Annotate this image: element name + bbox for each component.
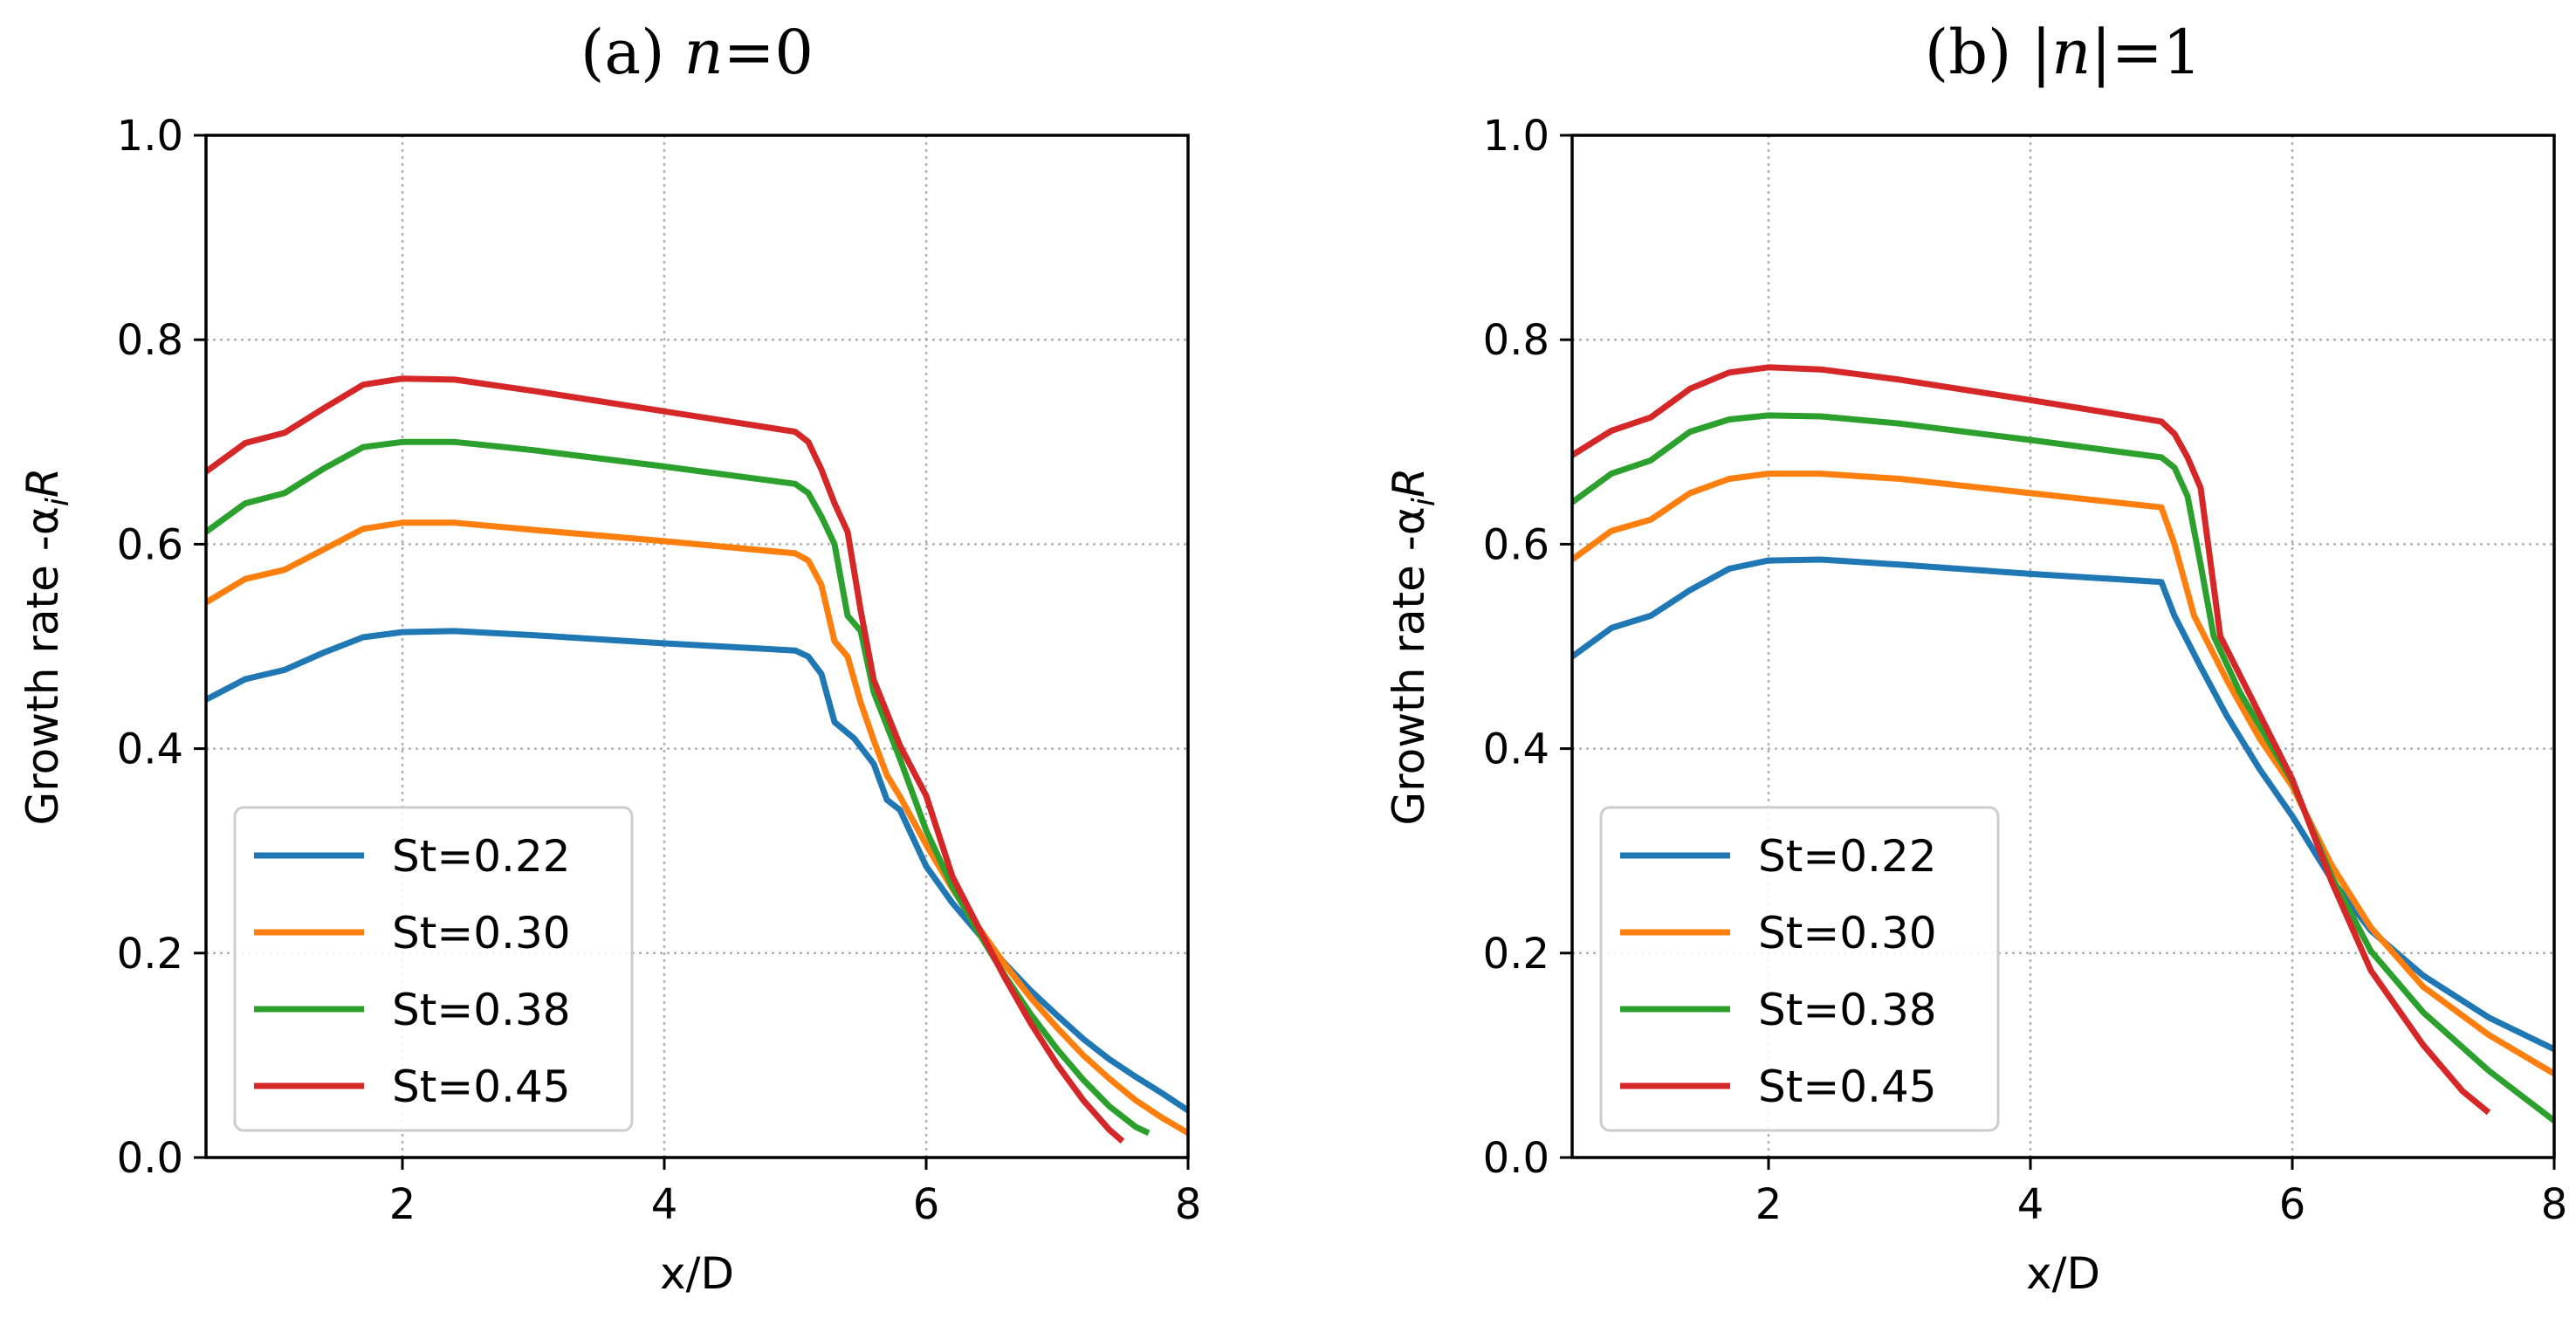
- x-tick-label: 8: [1175, 1180, 1202, 1229]
- y-axis-label-var: R: [1384, 467, 1434, 498]
- panel-a: 2 4 6 8 0.0 0.2 0.4 0.6 0.8 1.0 x/D Growth rate -αi…: [17, 17, 1201, 1299]
- x-tick-label: 4: [651, 1180, 678, 1229]
- panel-title-prefix: (a): [580, 17, 684, 88]
- panel-title: (b) |n|=1: [1925, 17, 2202, 88]
- series-line-st-0-45: [206, 375, 1125, 1144]
- y-tick-label: 1.0: [1483, 112, 1549, 161]
- y-axis-label-subscript: i: [40, 498, 76, 506]
- panel-title-var: |n|: [2031, 17, 2112, 88]
- x-axis-label: x/D: [2026, 1248, 2100, 1299]
- y-tick-label: 0.2: [1483, 930, 1549, 979]
- plot-frame: [1570, 134, 2556, 1159]
- series-line-st-0-45: [1572, 364, 2491, 1116]
- y-axis-label-main: Growth rate -α: [1384, 506, 1434, 825]
- panel-title: (a) n=0: [580, 17, 814, 88]
- x-tick-label: 6: [2279, 1180, 2306, 1229]
- x-tick-label: 8: [2541, 1180, 2568, 1229]
- panel-title-var: n: [684, 17, 724, 88]
- series-line-st-0-30: [1572, 471, 2554, 1077]
- panel-b: 2 4 6 8 0.0 0.2 0.4 0.6 0.8 1.0 x/D Growth rate -αi…: [1384, 17, 2567, 1299]
- legend-label: St=0.30: [1758, 908, 1937, 958]
- y-tick-label: 0.0: [1483, 1134, 1549, 1183]
- x-tick-label: 4: [2017, 1180, 2044, 1229]
- legend: St=0.22 St=0.30 St=0.38 St=0.45: [233, 806, 634, 1132]
- legend-label: St=0.38: [392, 985, 571, 1035]
- x-axis-label: x/D: [660, 1248, 734, 1299]
- series-line-st-0-22: [206, 628, 1188, 1114]
- y-tick-label: 0.8: [117, 316, 183, 365]
- y-tick-label: 0.0: [117, 1134, 183, 1183]
- y-tick-label: 0.6: [117, 520, 183, 569]
- y-axis-label: Growth rate -αiR: [1384, 467, 1442, 825]
- legend-label: St=0.22: [1758, 831, 1937, 882]
- y-tick-label: 0.4: [1483, 725, 1549, 774]
- y-tick-label: 0.6: [1483, 520, 1549, 569]
- series-group: [206, 375, 1188, 1144]
- y-axis-label-main: Growth rate -α: [17, 506, 68, 825]
- legend: St=0.22 St=0.30 St=0.38 St=0.45: [1599, 806, 2000, 1132]
- series-line-st-0-30: [206, 519, 1188, 1136]
- x-tick-label: 2: [389, 1180, 416, 1229]
- legend-label: St=0.45: [1758, 1061, 1937, 1112]
- legend-box: [233, 806, 634, 1132]
- y-tick-label: 1.0: [117, 112, 183, 161]
- legend-box: [1599, 806, 2000, 1132]
- series-line-st-0-38: [206, 438, 1151, 1137]
- series-line-st-0-38: [1572, 412, 2554, 1123]
- legend-label: St=0.22: [392, 831, 571, 882]
- y-tick-label: 0.8: [1483, 316, 1549, 365]
- x-tick-label: 6: [913, 1180, 940, 1229]
- series-group: [1572, 364, 2554, 1123]
- y-axis-label: Growth rate -αiR: [17, 467, 76, 825]
- panel-title-suffix: =0: [724, 17, 814, 88]
- y-axis-label-var: R: [17, 467, 68, 498]
- legend-label: St=0.45: [392, 1061, 571, 1112]
- legend-label: St=0.30: [392, 908, 571, 958]
- panel-title-suffix: =1: [2112, 17, 2202, 88]
- y-tick-label: 0.2: [117, 930, 183, 979]
- plot-frame: [204, 134, 1190, 1159]
- x-tick-label: 2: [1755, 1180, 1783, 1229]
- panel-title-prefix: (b): [1925, 17, 2031, 88]
- y-tick-label: 0.4: [117, 725, 183, 774]
- y-axis-label-subscript: i: [1406, 498, 1442, 506]
- legend-label: St=0.38: [1758, 985, 1937, 1035]
